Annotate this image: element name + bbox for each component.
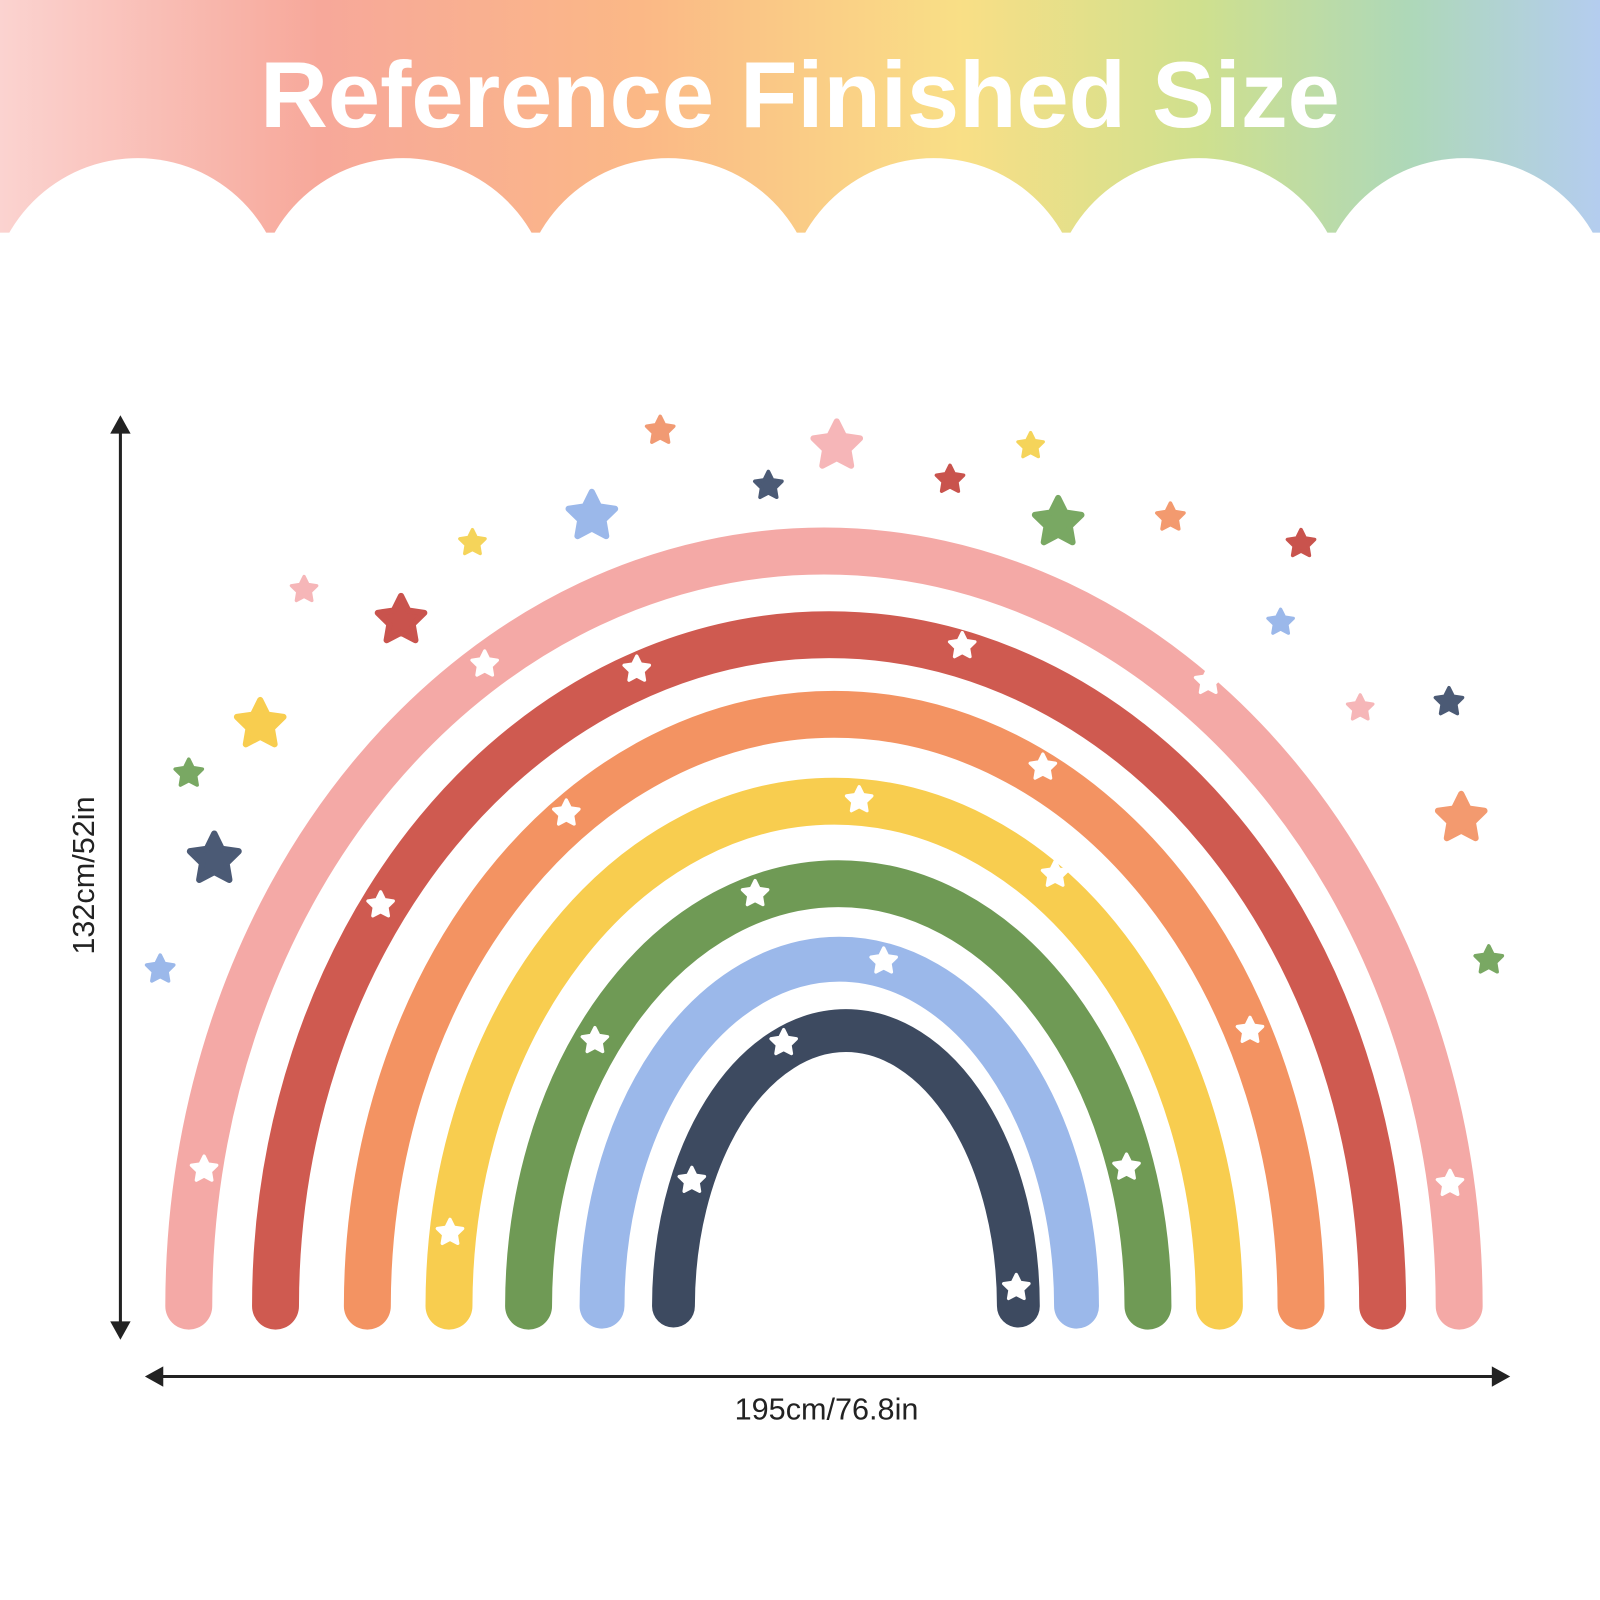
star [186,830,242,883]
scallop [520,158,817,455]
width-dimension [144,1366,1511,1387]
title: Reference Finished Size [260,42,1340,147]
star [810,418,864,469]
star [844,785,874,813]
star [644,414,676,444]
scallop-edge [0,158,1600,455]
star [1345,693,1375,721]
star [470,649,500,677]
rainbow-band [165,527,1483,1330]
rainbow-band [579,936,1099,1329]
star [769,1027,798,1056]
height-dimension [110,415,131,1340]
star [1285,527,1317,558]
stars [144,414,1505,1301]
rainbow-band [252,611,1407,1330]
star [173,757,205,787]
star [189,1154,219,1182]
star [374,592,428,644]
star [869,946,898,974]
scallop-fill [0,232,1600,243]
star [622,654,652,682]
scallop [1316,158,1600,455]
star [1193,666,1223,695]
rainbow-band [652,1009,1040,1328]
star [934,463,966,493]
star [366,890,395,918]
star [1031,494,1085,546]
star [580,1025,610,1054]
banner-background [0,0,1600,235]
star [552,798,581,826]
star [740,878,770,907]
scallop [785,158,1082,455]
star [1235,1015,1265,1043]
star [1435,1168,1465,1197]
star [1434,790,1488,842]
star [565,488,619,540]
star [1473,944,1505,974]
scallop [1051,158,1347,455]
width-label: 195cm/76.8in [735,1392,919,1426]
scallop [255,158,552,455]
star [144,953,176,983]
star [435,1217,465,1246]
star [753,469,784,500]
rainbow-band [425,777,1243,1330]
star [1266,607,1295,635]
rainbow [165,527,1483,1330]
scallop [1581,234,1600,378]
star [1433,685,1465,716]
header-banner: Reference Finished Size [0,0,1600,455]
star [1155,501,1186,531]
scallop [0,158,286,455]
rainbow-band [343,690,1325,1330]
star [947,630,977,659]
star [458,527,487,556]
star [289,574,319,603]
star [1112,1152,1141,1180]
rainbow-band [505,860,1172,1330]
star [233,696,287,748]
star [1002,1272,1031,1301]
star [1028,752,1058,780]
star [677,1165,707,1193]
height-label: 132cm/52in [67,796,101,954]
star [1040,859,1070,887]
star [1016,430,1045,459]
